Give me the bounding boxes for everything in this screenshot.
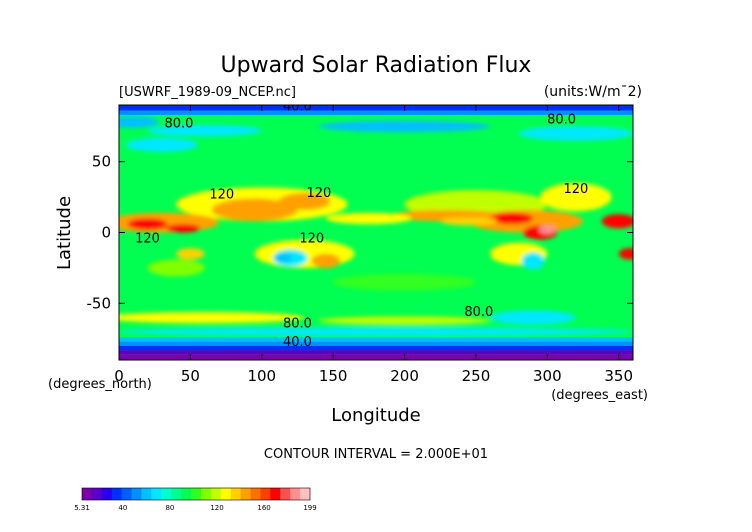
colorbar-swatch xyxy=(121,488,132,500)
latitude-band xyxy=(119,354,633,360)
colorbar-swatch xyxy=(82,488,93,500)
colorbar-swatch xyxy=(240,488,251,500)
field-blob xyxy=(211,198,298,222)
x-tick-label: 150 xyxy=(319,367,348,385)
x-tick-label: 0 xyxy=(114,367,124,385)
field-blob xyxy=(440,216,498,226)
colorbar-swatch xyxy=(171,488,182,500)
field-blob xyxy=(538,225,556,234)
colorbar-swatch xyxy=(210,488,222,500)
contour-label: 80.0 xyxy=(464,305,493,320)
colorbar-tick-label: 5.31 xyxy=(74,504,90,512)
colorbar-swatch xyxy=(300,488,311,500)
field-blob xyxy=(540,182,612,212)
colorbar-swatch xyxy=(101,488,113,500)
colorbar-swatch xyxy=(230,488,242,500)
latitude-band xyxy=(119,110,633,115)
y-tick-label: -50 xyxy=(87,294,112,312)
field-blob xyxy=(311,253,341,268)
contour-label: 40.0 xyxy=(283,335,312,350)
y-axis-label: Latitude xyxy=(54,196,75,270)
field-blob xyxy=(490,212,534,224)
contour-label: 120 xyxy=(209,188,234,203)
latitude-band xyxy=(119,105,633,111)
latitude-band xyxy=(119,337,633,342)
colorbar-frame xyxy=(81,487,311,501)
field-blob xyxy=(278,192,331,210)
field-blob xyxy=(119,311,305,324)
field-blob xyxy=(333,273,476,291)
y-axis: -50 0 50 xyxy=(87,153,633,312)
field-blob xyxy=(176,248,205,260)
colorbar-swatch xyxy=(141,488,152,500)
colorbar-tick-label: 160 xyxy=(257,504,270,512)
x-tick-label: 350 xyxy=(604,367,633,385)
colorbar-tick-label: 120 xyxy=(210,504,223,512)
colorbar-swatch xyxy=(270,488,281,500)
colorbar-tick-label: 40 xyxy=(118,504,127,512)
colorbar-swatch xyxy=(181,488,192,500)
x-tick-label: 50 xyxy=(181,367,200,385)
colorbar-tick-label: 199 xyxy=(303,504,316,512)
field-blob xyxy=(318,316,491,325)
x-tick-label: 300 xyxy=(533,367,562,385)
contour-label: 120 xyxy=(135,231,160,246)
field-blob xyxy=(119,327,633,336)
x-tick-label: 200 xyxy=(390,367,419,385)
latitude-band xyxy=(119,345,633,351)
colorbar-swatch xyxy=(260,488,271,500)
field-blob xyxy=(127,218,168,230)
field-blob xyxy=(147,259,205,277)
contour-label: 80.0 xyxy=(283,316,312,331)
contour-label: 120 xyxy=(299,231,324,246)
contour-label: 40.0 xyxy=(283,100,312,115)
colorbar-swatch xyxy=(111,488,123,500)
contour-label: 120 xyxy=(563,182,588,197)
colorbar-swatch xyxy=(220,488,232,500)
colorbar-swatch xyxy=(290,488,301,500)
contour-label: 80.0 xyxy=(547,112,576,127)
field-blob xyxy=(147,124,262,137)
colorbar-swatch xyxy=(161,488,172,500)
colorbar-swatch xyxy=(131,488,142,500)
contour-label: 80.0 xyxy=(164,117,193,132)
colorbar-swatch xyxy=(280,488,291,500)
colorbar-tick-label: 80 xyxy=(165,504,174,512)
field-blob xyxy=(119,116,159,128)
chart-title: Upward Solar Radiation Flux xyxy=(221,53,532,78)
field-blob xyxy=(126,137,198,152)
x-axis-label: Longitude xyxy=(331,405,421,426)
units-label: (units:W/m¯2) xyxy=(544,84,642,100)
field-blob xyxy=(601,214,633,229)
colorbar-swatch xyxy=(91,488,103,500)
latitude-band xyxy=(119,350,633,355)
x-unit-label: (degrees_east) xyxy=(551,388,648,403)
field-blob xyxy=(521,252,545,270)
field-blob xyxy=(618,248,633,260)
source-file-label: [USWRF_1989-09_NCEP.nc] xyxy=(119,85,296,100)
field-blob xyxy=(166,224,201,233)
y-tick-label: 50 xyxy=(92,153,111,171)
y-tick-label: 0 xyxy=(101,224,111,242)
field-blob xyxy=(274,253,292,263)
field-blob xyxy=(490,310,576,325)
field-blob xyxy=(318,120,491,132)
field-blob xyxy=(518,126,633,141)
field-blob xyxy=(326,212,412,224)
colorbar: 5.31 40 80 120 160 199 xyxy=(74,487,317,512)
colorbar-swatch xyxy=(200,488,212,500)
contour-interval-text: CONTOUR INTERVAL = 2.000E+01 xyxy=(264,447,488,462)
colorbar-swatch xyxy=(151,488,162,500)
contour-label: 120 xyxy=(306,186,331,201)
y-unit-label: (degrees_north) xyxy=(48,377,152,392)
x-tick-label: 250 xyxy=(462,367,491,385)
x-tick-label: 100 xyxy=(247,367,276,385)
latitude-band xyxy=(119,341,633,346)
heatmap-field: 40.0 80.0 80.0 120 120 120 120 120 80.0 80.0 40.0 xyxy=(119,100,633,360)
x-axis: 0 50 100 150 200 250 300 350 xyxy=(114,105,633,385)
colorbar-swatch xyxy=(250,488,261,500)
colorbar-swatch xyxy=(191,488,202,500)
